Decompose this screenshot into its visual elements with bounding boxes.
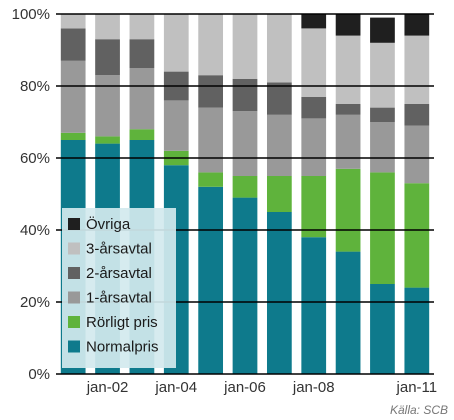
bar-segment-normalpris-jan-06 (232, 197, 258, 374)
bar-segment-rorligt-pris-jan-03 (129, 129, 155, 140)
legend-label-ovriga: Övriga (86, 215, 131, 233)
bar-segment-1-arsavtal-jan-07 (266, 114, 292, 176)
bar-segment-ovriga-jan-09 (335, 14, 361, 36)
bar-segment-ovriga-jan-08 (301, 14, 327, 29)
bar-segment-1-arsavtal-jan-10 (370, 122, 395, 173)
y-tick-label: 0% (28, 366, 50, 383)
bar-segment-rorligt-pris-jan-08 (301, 176, 327, 238)
bar-segment-3-arsavtal-jan-02 (95, 14, 120, 40)
bar-segment-1-arsavtal-jan-01 (60, 60, 86, 133)
legend-swatch-ovriga (68, 218, 80, 230)
bar-segment-1-arsavtal-jan-06 (232, 111, 258, 176)
bar-segment-3-arsavtal-jan-09 (335, 35, 361, 104)
bar-segment-3-arsavtal-jan-10 (370, 42, 395, 108)
bar-segment-1-arsavtal-jan-11 (404, 125, 430, 184)
legend-swatch-2-arsavtal (68, 267, 80, 279)
bar-segment-rorligt-pris-jan-01 (60, 132, 86, 140)
bar-segment-2-arsavtal-jan-01 (60, 28, 86, 61)
bar-segment-rorligt-pris-jan-11 (404, 183, 430, 288)
legend-label-rorligt-pris: Rörligt pris (86, 314, 158, 331)
y-axis-tick-labels: 0% 20% 40% 60% 80% 100% (12, 6, 50, 383)
y-tick-label: 20% (20, 294, 50, 311)
bar-segment-2-arsavtal-jan-02 (95, 39, 120, 76)
legend-swatch-normalpris (68, 340, 80, 353)
legend-label-normalpris: Normalpris (86, 339, 159, 356)
bar-segment-3-arsavtal-jan-11 (404, 35, 430, 104)
bar-segment-2-arsavtal-jan-03 (129, 39, 155, 68)
legend-swatch-3-arsavtal (68, 242, 80, 255)
bar-segment-2-arsavtal-jan-08 (301, 96, 327, 119)
bar-segment-ovriga-jan-10 (370, 17, 395, 43)
legend-swatch-1-arsavtal (68, 291, 80, 304)
bar-segment-1-arsavtal-jan-09 (335, 114, 361, 169)
bar-segment-3-arsavtal-jan-04 (163, 14, 189, 72)
legend-background (62, 208, 176, 368)
y-tick-label: 80% (20, 78, 50, 95)
bar-segment-ovriga-jan-11 (404, 14, 430, 36)
x-tick-label: jan-06 (223, 379, 266, 396)
bar-segment-2-arsavtal-jan-09 (335, 104, 361, 115)
x-tick-label: jan-04 (154, 379, 197, 396)
bar-segment-2-arsavtal-jan-06 (232, 78, 258, 112)
y-tick-label: 40% (20, 222, 50, 239)
bar-segment-rorligt-pris-jan-05 (198, 172, 224, 187)
bar-segment-1-arsavtal-jan-05 (198, 107, 224, 173)
legend: Övriga 3-årsavtal 2-årsavtal 1-årsavtal Rörl… (62, 208, 176, 368)
x-tick-label: jan-02 (86, 379, 129, 396)
bar-segment-3-arsavtal-jan-05 (198, 14, 224, 76)
bar-segment-2-arsavtal-jan-07 (266, 82, 292, 115)
bar-segment-1-arsavtal-jan-04 (163, 100, 189, 151)
y-tick-label: 100% (12, 6, 50, 23)
bar-segment-3-arsavtal-jan-06 (232, 14, 258, 79)
bar-segment-3-arsavtal-jan-01 (60, 14, 86, 29)
bar-segment-1-arsavtal-jan-03 (129, 68, 155, 130)
bar-segment-normalpris-jan-05 (198, 186, 224, 374)
bar-segment-rorligt-pris-jan-09 (335, 168, 361, 252)
bar-segment-normalpris-jan-11 (404, 287, 430, 374)
legend-label-1-arsavtal: 1-årsavtal (86, 290, 152, 307)
bar-segment-rorligt-pris-jan-02 (95, 136, 120, 144)
bar-segment-normalpris-jan-08 (301, 237, 327, 374)
x-tick-label: jan-08 (292, 379, 335, 396)
bar-segment-normalpris-jan-07 (266, 212, 292, 374)
legend-swatch-rorligt-pris (68, 316, 80, 328)
x-tick-label: jan-11 (396, 379, 438, 396)
bar-segment-2-arsavtal-jan-11 (404, 104, 430, 126)
bar-segment-1-arsavtal-jan-08 (301, 118, 327, 176)
legend-label-2-arsavtal: 2-årsavtal (86, 265, 152, 282)
bar-segment-3-arsavtal-jan-07 (266, 14, 292, 83)
y-tick-label: 60% (20, 150, 50, 167)
bar-segment-rorligt-pris-jan-07 (266, 176, 292, 212)
bar-segment-2-arsavtal-jan-05 (198, 75, 224, 108)
bar-segment-3-arsavtal-jan-03 (129, 14, 155, 40)
bar-segment-1-arsavtal-jan-02 (95, 75, 120, 137)
legend-label-3-arsavtal: 3-årsavtal (86, 241, 152, 258)
x-axis-tick-labels: jan-02 jan-04 jan-06 jan-08 jan-11 (86, 379, 437, 396)
bar-segment-rorligt-pris-jan-06 (232, 176, 258, 198)
bar-segment-2-arsavtal-jan-10 (370, 107, 395, 122)
bar-segment-rorligt-pris-jan-10 (370, 172, 395, 284)
bar-segment-normalpris-jan-10 (370, 284, 395, 374)
source-note: Källa: SCB (390, 403, 448, 417)
bar-segment-normalpris-jan-09 (335, 251, 361, 374)
